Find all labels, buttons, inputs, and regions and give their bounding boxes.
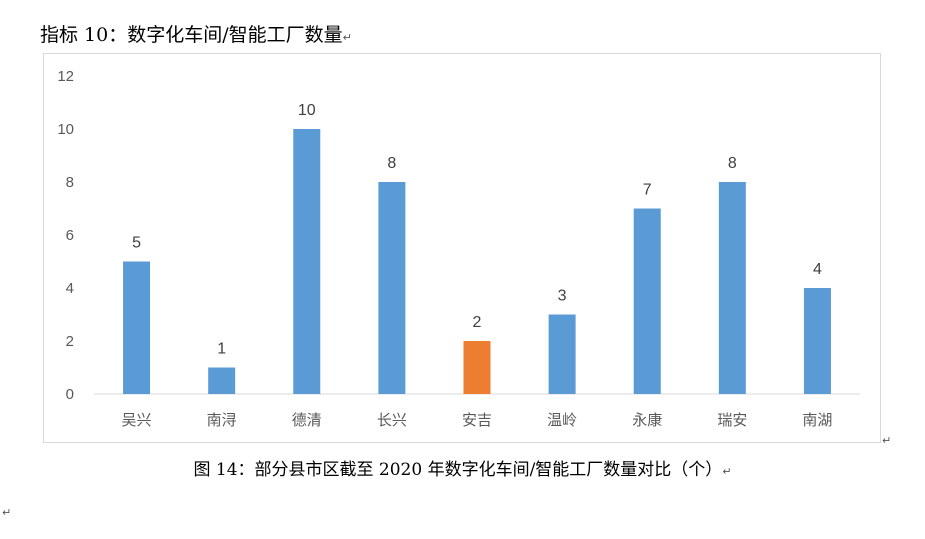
figure-caption: 图 14：部分县市区截至 2020 年数字化车间/智能工厂数量对比（个）↵ bbox=[0, 455, 925, 480]
data-label: 2 bbox=[473, 314, 482, 331]
bar bbox=[463, 341, 491, 394]
paragraph-mark-icon: ↵ bbox=[882, 434, 892, 447]
paragraph-mark-icon: ↵ bbox=[342, 31, 352, 44]
x-tick-label: 安吉 bbox=[462, 411, 492, 429]
y-tick-label: 2 bbox=[66, 333, 74, 350]
data-label: 4 bbox=[813, 261, 822, 278]
paragraph-mark-icon: ↵ bbox=[2, 506, 12, 519]
caption-text: 图 14：部分县市区截至 2020 年数字化车间/智能工厂数量对比（个） bbox=[193, 460, 723, 480]
y-tick-label: 10 bbox=[57, 121, 74, 138]
x-tick-label: 南湖 bbox=[802, 411, 832, 429]
bar bbox=[378, 182, 406, 394]
data-label: 3 bbox=[558, 288, 567, 305]
y-tick-label: 6 bbox=[66, 227, 74, 244]
x-tick-label: 南浔 bbox=[207, 411, 237, 429]
bar bbox=[548, 314, 576, 394]
data-label: 7 bbox=[643, 182, 652, 199]
y-tick-label: 0 bbox=[66, 386, 74, 403]
chart-heading: 指标 10：数字化车间/智能工厂数量↵ bbox=[40, 20, 352, 47]
data-label: 8 bbox=[387, 155, 396, 172]
heading-text: 指标 10：数字化车间/智能工厂数量 bbox=[40, 24, 343, 46]
x-tick-label: 温岭 bbox=[547, 411, 577, 429]
bar bbox=[803, 288, 831, 394]
data-label: 10 bbox=[298, 102, 316, 119]
x-tick-label: 吴兴 bbox=[122, 411, 152, 429]
x-tick-label: 永康 bbox=[632, 411, 662, 429]
data-label: 8 bbox=[728, 155, 737, 172]
data-label: 1 bbox=[217, 341, 226, 358]
y-tick-label: 4 bbox=[66, 280, 74, 297]
chart-frame: 0 2 4 6 8 10 12 5 吴兴 1 南浔 10 德清 8 长兴 2 安吉 3 温岭 7 永康 8 瑞安 4 南湖 bbox=[43, 53, 881, 443]
y-tick-label: 8 bbox=[66, 174, 74, 191]
bar bbox=[293, 129, 321, 394]
bar bbox=[718, 182, 746, 394]
x-tick-label: 瑞安 bbox=[717, 411, 747, 429]
bar bbox=[208, 367, 236, 394]
bar bbox=[123, 261, 151, 394]
y-tick-label: 12 bbox=[57, 68, 74, 85]
paragraph-mark-icon: ↵ bbox=[722, 465, 732, 478]
x-tick-label: 长兴 bbox=[377, 411, 407, 429]
bar bbox=[633, 208, 661, 394]
x-tick-label: 德清 bbox=[292, 411, 322, 429]
bar-chart: 0 2 4 6 8 10 12 5 吴兴 1 南浔 10 德清 8 长兴 2 安吉 3 温岭 7 永康 8 瑞安 4 南湖 bbox=[57, 68, 860, 429]
data-label: 5 bbox=[132, 235, 141, 252]
